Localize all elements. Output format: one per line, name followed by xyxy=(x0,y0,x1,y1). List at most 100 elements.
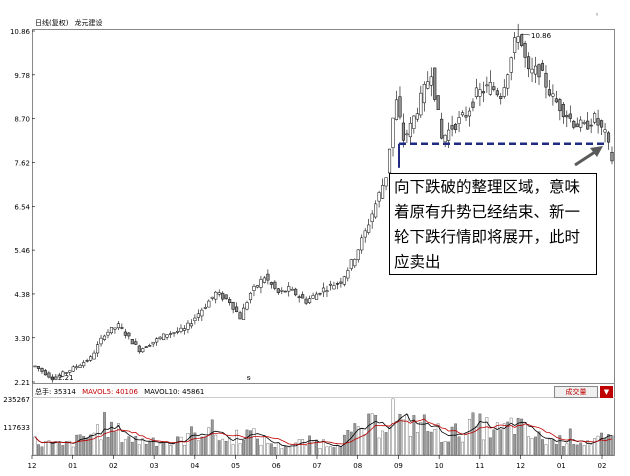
volume-bar xyxy=(586,440,590,456)
candle-body xyxy=(474,87,478,97)
candle-body xyxy=(210,296,214,299)
volume-bar xyxy=(117,423,120,456)
candle-body xyxy=(130,339,134,345)
candle-body xyxy=(92,352,96,360)
price-y-axis: 10.86 9.78 8.70 7.62 6.54 5.46 4.38 3.30 2.21 xyxy=(10,28,35,387)
candle-body xyxy=(502,87,506,97)
candle-body xyxy=(314,293,319,300)
volume-indicator-button[interactable]: 成交量 xyxy=(554,386,598,398)
volume-bar xyxy=(572,444,576,456)
volume-bar xyxy=(252,428,256,456)
volume-bar xyxy=(433,429,437,456)
candle-body xyxy=(328,283,333,286)
candle-body xyxy=(339,281,343,284)
candle-body xyxy=(377,192,381,202)
x-tick: 02 xyxy=(109,462,118,470)
candle-body xyxy=(134,341,138,345)
candle-body xyxy=(47,372,51,378)
volume-bar xyxy=(217,440,221,456)
candle-body xyxy=(169,333,173,335)
volume-bar xyxy=(596,435,600,456)
volume-y-tick: 235267 xyxy=(3,396,30,404)
volume-bar xyxy=(269,443,273,456)
volume-bar xyxy=(582,445,586,456)
volume-bar xyxy=(356,426,360,456)
candle-body xyxy=(235,306,239,313)
volume-bar xyxy=(141,438,145,456)
price-y-tick: 10.86 xyxy=(10,28,31,36)
x-tick: 04 xyxy=(190,462,199,470)
candle-body xyxy=(363,230,367,238)
volume-bar xyxy=(169,445,172,456)
volume-bar xyxy=(106,437,110,456)
x-tick: 11 xyxy=(475,462,484,470)
candle-body xyxy=(547,89,551,96)
candle-body xyxy=(596,118,600,126)
x-tick: 09 xyxy=(394,462,403,470)
volume-bar xyxy=(513,434,517,456)
candle-body xyxy=(71,366,75,372)
candle-body xyxy=(214,291,218,300)
volume-bar xyxy=(565,443,569,456)
candle-body xyxy=(301,294,305,299)
candle-body xyxy=(116,323,120,329)
svg-text:10.86: 10.86 xyxy=(531,32,552,40)
volume-bar xyxy=(481,439,485,456)
volume-bar xyxy=(186,433,190,456)
price-y-tick: 5.46 xyxy=(14,247,30,255)
candle-body xyxy=(561,104,565,118)
volume-bar xyxy=(120,442,124,456)
volume-bar xyxy=(92,432,96,456)
volume-bar xyxy=(384,432,388,456)
indicator-dropdown-icon[interactable]: ▼ xyxy=(600,386,613,398)
candle-body xyxy=(499,95,503,99)
candle-body xyxy=(537,64,541,78)
candle-body xyxy=(540,63,545,71)
volume-bar xyxy=(398,413,402,456)
volume-bar xyxy=(183,445,186,456)
volume-bar xyxy=(447,441,451,456)
candle-body xyxy=(144,346,148,348)
candle-body xyxy=(603,129,607,133)
volume-bar xyxy=(589,444,593,456)
candle-body xyxy=(224,294,228,300)
price-y-tick: 7.62 xyxy=(14,159,30,167)
volume-bar xyxy=(130,441,134,456)
volume-bar xyxy=(370,413,374,456)
candle-body xyxy=(544,72,548,88)
candle-body xyxy=(506,74,510,89)
candle-body xyxy=(36,366,41,369)
candle-body xyxy=(155,338,159,343)
volume-bar xyxy=(541,439,544,456)
candle-body xyxy=(102,335,107,340)
volume-bar xyxy=(37,444,40,456)
volume-bar xyxy=(360,428,364,456)
x-tick: 05 xyxy=(231,462,240,470)
volume-bar xyxy=(530,438,534,456)
candle-body xyxy=(242,307,246,320)
candle-body xyxy=(141,348,145,353)
volume-bar xyxy=(158,443,162,456)
volume-bar xyxy=(499,429,503,456)
volume-bar xyxy=(422,414,426,456)
candle-body xyxy=(419,92,423,116)
candle-body xyxy=(481,91,485,94)
candle-body xyxy=(269,282,273,285)
candle-body xyxy=(228,299,232,303)
candle-body xyxy=(193,317,197,321)
volume-bar xyxy=(548,438,551,456)
volume-bar xyxy=(374,415,378,456)
volume-bar xyxy=(96,424,99,456)
candle-body xyxy=(245,302,249,310)
candle-body xyxy=(203,307,207,309)
candle-body xyxy=(186,322,190,330)
volume-bar xyxy=(464,434,468,456)
x-tick: 07 xyxy=(313,462,322,470)
volume-bar xyxy=(495,422,499,456)
candle-body xyxy=(464,115,468,118)
volume-bar xyxy=(492,429,496,456)
candle-body xyxy=(579,119,583,128)
volume-bar xyxy=(436,423,440,456)
x-tick: 08 xyxy=(353,462,362,470)
